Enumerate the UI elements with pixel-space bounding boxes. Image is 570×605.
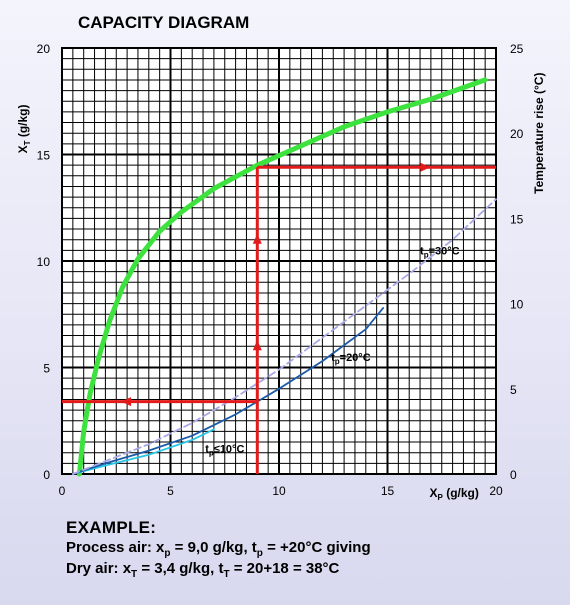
chart-title: CAPACITY DIAGRAM bbox=[78, 13, 249, 32]
example-line-1-part-b: = 9,0 g/kg, t bbox=[170, 539, 257, 556]
x-tick-label: 20 bbox=[489, 484, 503, 498]
example-line-1-part-a: Process air: x bbox=[66, 539, 165, 556]
x-tick-label: 15 bbox=[381, 484, 395, 498]
example-line-1: Process air: xp = 9,0 g/kg, tp = +20°C g… bbox=[66, 539, 371, 559]
y2-tick-label: 10 bbox=[510, 298, 524, 312]
curve-annotation: tp=30°C bbox=[420, 246, 460, 260]
y2-tick-label: 15 bbox=[510, 212, 524, 226]
x-tick-label: 10 bbox=[272, 484, 286, 498]
series-line-1 bbox=[71, 428, 215, 475]
y-tick-label: 0 bbox=[43, 468, 50, 482]
y2-tick-label: 5 bbox=[510, 383, 517, 397]
example-path bbox=[62, 162, 496, 474]
example-line-2-sub-b: T bbox=[223, 569, 230, 580]
y-tick-label: 5 bbox=[43, 362, 50, 376]
example-line-2-sub-a: T bbox=[131, 569, 138, 580]
example-line-1-part-c: = +20°C giving bbox=[262, 539, 371, 556]
y-tick-label: 15 bbox=[37, 149, 51, 163]
series-line-2 bbox=[71, 307, 385, 475]
example-title: EXAMPLE: bbox=[66, 518, 157, 537]
example-line-2-part-b: = 3,4 g/kg, t bbox=[137, 560, 224, 577]
series-line-0 bbox=[76, 77, 488, 477]
chart-labels: 0 5 10 15 20 0 5 10 15 20 0 5 10 15 20 25 XP (g/kg) XT (g… bbox=[16, 42, 546, 502]
y-axis-label: XT (g/kg) bbox=[16, 104, 32, 153]
curve-annotation: tp≤10°C bbox=[205, 444, 244, 458]
arrow-left bbox=[121, 397, 132, 407]
plot-border bbox=[61, 47, 497, 475]
chart-series bbox=[71, 77, 497, 477]
example-line-2: Dry air: xT = 3,4 g/kg, tT = 20+18 = 38°… bbox=[66, 560, 371, 580]
series-line-3 bbox=[71, 198, 497, 475]
x-tick-label: 5 bbox=[167, 484, 174, 498]
y-tick-label: 10 bbox=[37, 255, 51, 269]
example-line-1-sub-b: p bbox=[256, 548, 263, 559]
arrow-up-lower bbox=[252, 340, 262, 351]
capacity-chart: 0 5 10 15 20 0 5 10 15 20 0 5 10 15 20 25 XP (g/kg) XT (g… bbox=[16, 13, 546, 502]
arrow-right bbox=[420, 162, 431, 172]
example-line-1-sub-a: p bbox=[164, 548, 171, 559]
example-block: EXAMPLE: Process air: xp = 9,0 g/kg, tp … bbox=[66, 518, 371, 580]
chart-grid bbox=[61, 47, 497, 475]
y2-tick-label: 25 bbox=[510, 42, 524, 56]
example-line-2-part-a: Dry air: x bbox=[66, 560, 132, 577]
example-line-2-part-c: = 20+18 = 38°C bbox=[229, 560, 340, 577]
y-tick-label: 20 bbox=[37, 42, 51, 56]
arrow-up-upper bbox=[252, 233, 262, 244]
y2-tick-label: 20 bbox=[510, 127, 524, 141]
y2-axis-label: Temperature rise (°C) bbox=[532, 73, 546, 194]
curve-annotation: tp=20°C bbox=[331, 352, 371, 366]
x-axis-label: XP (g/kg) bbox=[430, 486, 479, 502]
y2-tick-label: 0 bbox=[510, 468, 517, 482]
x-tick-label: 0 bbox=[59, 484, 66, 498]
